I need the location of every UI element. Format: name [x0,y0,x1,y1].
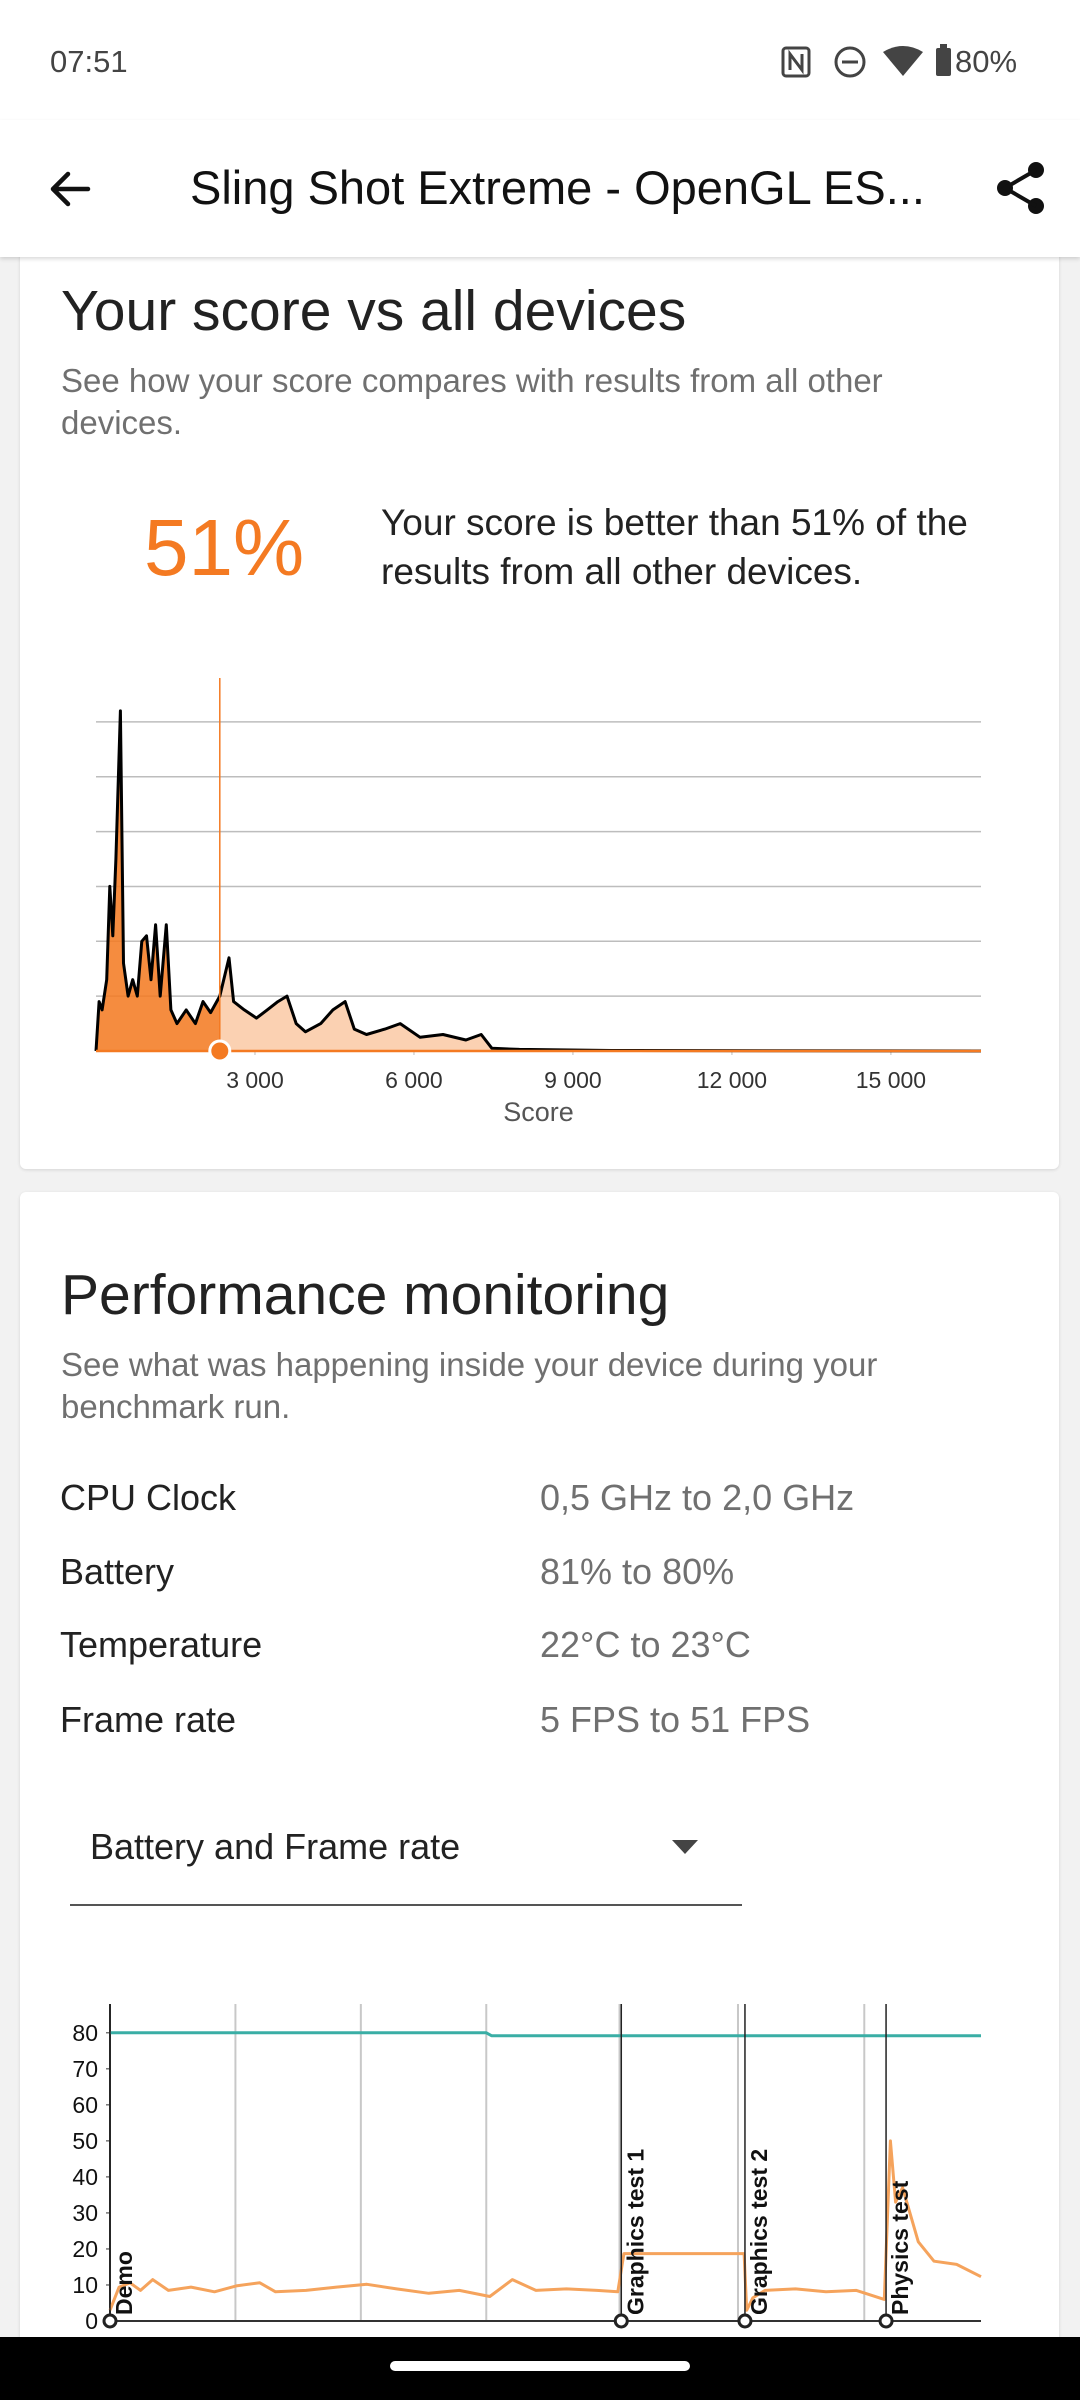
charts: 3 000 6 000 9 000 12 000 15 000 Score 0 10 20 30 4… [72,678,982,2334]
score-marker [208,1039,232,1063]
section-label: Graphics test 1 [622,2149,648,2315]
y-tick-label: 0 [85,2308,98,2334]
section-marker [878,2313,894,2329]
metric-label: Battery [60,1551,175,1592]
y-tick-label: 70 [72,2056,98,2082]
x-tick-label: 12 000 [697,1067,767,1093]
section-marker [613,2313,629,2329]
x-axis-label: Score [503,1097,574,1127]
y-tick-label: 20 [72,2236,98,2262]
y-tick-label: 10 [72,2272,98,2298]
percentile-statement: Your score is better than 51% of the res… [381,502,968,592]
home-handle[interactable] [390,2361,690,2371]
chart-selector-text: Battery and Frame rate [90,1826,461,1867]
section-marker [102,2313,118,2329]
app-bar: Sling Shot Extreme - OpenGL ES... [0,120,1080,257]
card-title: Performance monitoring [61,1263,670,1327]
screen-title: Sling Shot Extreme - OpenGL ES... [190,161,925,214]
percentile: 51% [144,503,305,592]
y-tick-label: 50 [72,2128,98,2154]
y-tick-label: 30 [72,2200,98,2226]
score-card: Your score vs all devices See how your s… [20,240,1059,1169]
share-button[interactable] [993,160,1049,216]
card-description: See how your score compares with results… [61,362,883,441]
dropdown-arrow [672,1840,698,1854]
x-tick-label: 9 000 [544,1067,602,1093]
series-line [110,2031,981,2038]
metric-value: 22°C to 23°C [540,1624,751,1665]
x-tick-label: 6 000 [385,1067,443,1093]
metric-value: 0,5 GHz to 2,0 GHz [540,1477,855,1518]
card-description: See what was happening inside your devic… [61,1346,878,1425]
metric-label: CPU Clock [60,1477,237,1518]
card-title: Your score vs all devices [61,279,687,343]
back-button[interactable] [46,164,96,214]
navigation-bar [0,2337,1080,2400]
status-bar: 07:51 80% [0,0,1080,120]
metric-label: Frame rate [60,1699,237,1740]
clock: 07:51 [50,44,128,79]
battery-level: 80% [955,44,1018,79]
section-label: Physics test [887,2180,913,2315]
metric-value: 5 FPS to 51 FPS [540,1699,811,1740]
section-marker [737,2313,753,2329]
metric-label: Temperature [60,1624,263,1665]
section-label: Graphics test 2 [746,2149,772,2315]
y-tick-label: 40 [72,2164,98,2190]
section-label: Demo [111,2251,137,2315]
x-tick-label: 3 000 [226,1067,284,1093]
y-tick-label: 60 [72,2092,98,2118]
metric-value: 81% to 80% [540,1551,735,1592]
y-tick-label: 80 [72,2020,98,2046]
series-line [108,2139,982,2312]
distribution-area [96,710,981,1051]
status-icons [781,44,951,78]
chart-selector[interactable]: Battery and Frame rate [70,1792,742,1906]
x-tick-label: 15 000 [856,1067,926,1093]
